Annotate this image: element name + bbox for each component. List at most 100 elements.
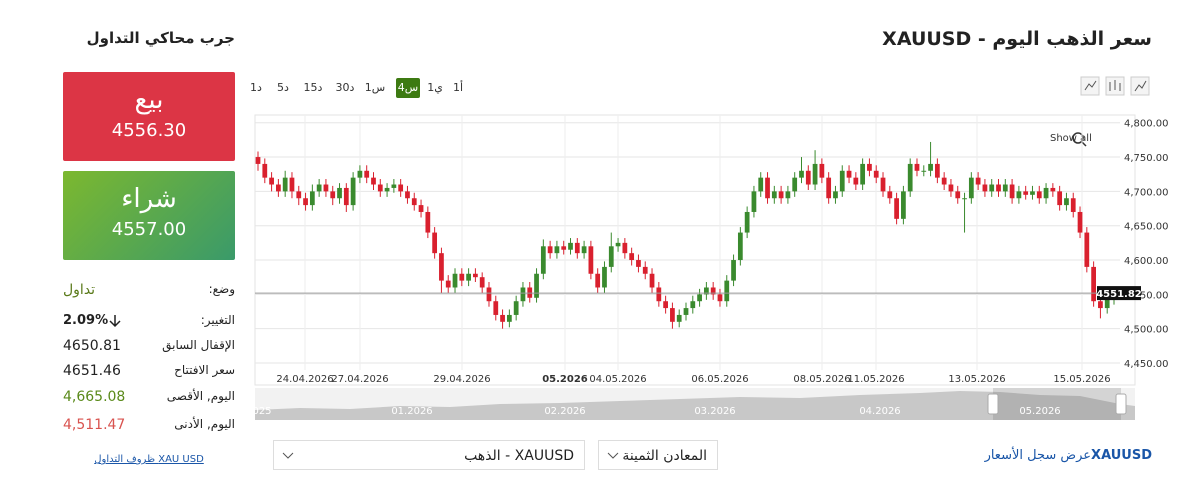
- candle-body: [561, 246, 567, 250]
- candle-body: [303, 198, 308, 206]
- chart-type-buttons[interactable]: [1080, 76, 1152, 96]
- chevron: [607, 452, 619, 459]
- plot-frame: [254, 114, 1136, 386]
- candle-body: [629, 253, 635, 261]
- candle-body: [473, 273, 478, 278]
- candle-body: [371, 177, 376, 185]
- candle-body: [846, 170, 852, 178]
- sell-button[interactable]: بيع 4556.30: [63, 72, 235, 161]
- candle-body: [948, 184, 954, 192]
- candle-body: [500, 314, 505, 322]
- candle-body: [1002, 184, 1008, 192]
- candle-body: [309, 191, 315, 206]
- candle-body: [323, 184, 329, 192]
- candle-body: [411, 198, 417, 206]
- candle-body: [697, 294, 702, 302]
- timeframe-button[interactable]: 4س: [396, 78, 420, 98]
- candle-body: [493, 301, 499, 315]
- candle-body: [398, 184, 404, 192]
- candle-body: [255, 157, 261, 164]
- candle-body: [1043, 187, 1049, 199]
- candle-body: [690, 301, 696, 309]
- candle-body: [894, 198, 899, 219]
- candle-body: [540, 246, 546, 274]
- candle-body: [486, 287, 492, 302]
- timeframe-button[interactable]: 15د: [303, 81, 323, 94]
- y-tick-label: 4,600.00: [1124, 256, 1169, 267]
- buy-label: شراء: [121, 184, 177, 214]
- candle-body: [887, 191, 893, 199]
- candle-body: [663, 301, 668, 309]
- candle-body: [479, 277, 485, 288]
- group-select[interactable]: المعادن الثمينة: [598, 440, 718, 470]
- candle-body: [731, 260, 736, 281]
- candle-body: [1064, 198, 1069, 206]
- candle-body: [670, 308, 675, 322]
- timeframe-button[interactable]: 1ي: [427, 81, 443, 94]
- candle-body: [717, 294, 723, 302]
- last-price-tag: [1097, 286, 1141, 301]
- candle-body: [1057, 191, 1063, 206]
- timeframe-button[interactable]: 30د: [335, 81, 355, 94]
- navigator-handle[interactable]: [987, 393, 999, 415]
- candle-body: [642, 266, 648, 274]
- x-tick-label: 06.05.2026: [691, 374, 748, 385]
- candle-body: [459, 273, 465, 281]
- candle-body: [921, 170, 927, 172]
- navigator-selection[interactable]: [993, 388, 1121, 420]
- candle-body: [432, 232, 438, 254]
- buy-button[interactable]: شراء 4557.00: [63, 171, 235, 260]
- zoom-icon[interactable]: [1072, 132, 1084, 144]
- info-label: الإقفال السابق: [162, 338, 235, 352]
- info-value: 4,665.08: [63, 389, 126, 405]
- navigator-handle[interactable]: [1115, 393, 1127, 415]
- info-label: سعر الافتتاح: [174, 363, 235, 377]
- candle-body: [316, 184, 322, 192]
- down-arrow: [109, 315, 121, 328]
- candle-body: [330, 191, 336, 199]
- candle-body: [595, 273, 601, 288]
- candle-body: [989, 184, 995, 192]
- x-tick-label: 04.05.2026: [589, 374, 646, 385]
- timeframe-button[interactable]: 1أ: [452, 81, 464, 94]
- candle-body: [873, 170, 879, 178]
- candle-body: [996, 184, 1001, 192]
- candle-body: [880, 177, 886, 192]
- candle-body: [425, 211, 431, 233]
- x-tick-label: 27.04.2026: [331, 374, 388, 385]
- info-label: اليوم, الأقصى: [166, 389, 235, 403]
- candle-body: [656, 287, 662, 302]
- navigator-label: 03.2026: [694, 406, 735, 417]
- history-link[interactable]: XAUUSDعرض سجل الأسعار: [985, 448, 1152, 463]
- navigator-label: 04.2026: [859, 406, 900, 417]
- zoom-icon-handle: [1081, 141, 1087, 147]
- timeframe-button[interactable]: 1د: [250, 81, 262, 94]
- trading-conditions-link[interactable]: XAU USD ظروف التداول: [94, 454, 204, 465]
- candle-body: [812, 163, 818, 185]
- timeframe-button[interactable]: 1س: [364, 81, 386, 94]
- y-tick-label: 4,500.00: [1124, 325, 1169, 336]
- candle-body: [1030, 191, 1035, 195]
- info-row: الإقفال السابق 4650.81: [63, 338, 235, 360]
- candle-body: [466, 273, 471, 281]
- info-row: سعر الافتتاح 4651.46: [63, 363, 235, 385]
- timeframe-button[interactable]: 5د: [277, 81, 289, 94]
- info-value: 4,511.47: [63, 417, 126, 433]
- candle-body: [839, 170, 845, 192]
- instrument-select[interactable]: XAUUSD - الذهب: [273, 440, 585, 470]
- info-row: اليوم, الأقصى 4,665.08: [63, 389, 235, 411]
- candle-body: [751, 191, 757, 212]
- candle-body: [765, 177, 770, 199]
- candle-body: [608, 246, 614, 267]
- sell-price: 4556.30: [111, 120, 187, 141]
- candle-body: [1009, 184, 1015, 199]
- candle-body: [737, 232, 743, 261]
- status-label: وضع:: [208, 282, 235, 296]
- candle-body: [975, 177, 981, 185]
- show-all[interactable]: Show all: [1050, 133, 1092, 144]
- navigator-label: 02.2026: [544, 406, 585, 417]
- candle-body: [350, 177, 356, 206]
- chart: Show all 4,800.00 4,750.00 4,700.00 4,650.0…: [254, 114, 1169, 420]
- candle-body: [622, 242, 628, 254]
- candle-body: [269, 177, 274, 185]
